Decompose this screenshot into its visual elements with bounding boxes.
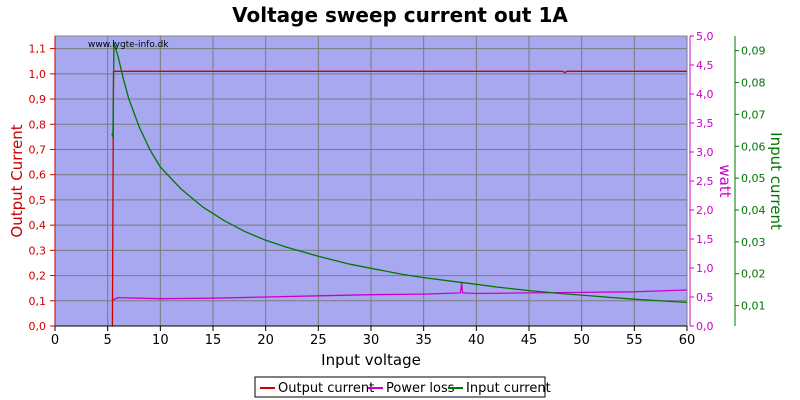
x-tick-label: 15 — [205, 333, 222, 348]
right1-tick-label: 3,5 — [696, 117, 714, 130]
right2-tick-label: 0,08 — [741, 77, 766, 90]
right1-tick-label: 0,5 — [696, 291, 714, 304]
right2-tick-label: 0,09 — [741, 45, 766, 58]
x-tick-label: 20 — [257, 333, 274, 348]
x-tick-label: 50 — [573, 333, 590, 348]
right1-tick-label: 3,0 — [696, 146, 714, 159]
series-group — [111, 42, 688, 327]
legend: Output current Power loss Input current — [254, 376, 551, 398]
left-tick-label: 0,4 — [29, 219, 47, 232]
right2-tick-label: 0,03 — [741, 236, 766, 249]
left-tick-label: 0,9 — [29, 93, 47, 106]
x-tick-label: 60 — [679, 333, 696, 348]
x-tick-label: 30 — [363, 333, 380, 348]
left-tick-label: 0,0 — [29, 320, 47, 333]
x-tick-label: 40 — [468, 333, 485, 348]
right1-tick-label: 5,0 — [696, 30, 714, 43]
series-input-current — [111, 42, 688, 304]
legend-label-power-loss: Power loss — [386, 381, 455, 396]
right1-tick-label: 4,5 — [696, 59, 714, 72]
left-axis-title: Output Current — [8, 124, 26, 237]
right2-tick-label: 0,04 — [741, 204, 766, 217]
x-tick-label: 5 — [104, 333, 112, 348]
watermark: www.lygte-info.dk — [88, 40, 169, 50]
legend-box — [254, 376, 546, 398]
legend-label-input-current: Input current — [466, 381, 551, 396]
left-tick-label: 0,2 — [29, 270, 47, 283]
left-tick-label: 0,8 — [29, 118, 47, 131]
right2-tick-label: 0,07 — [741, 108, 766, 121]
right2-tick-label: 0,06 — [741, 140, 766, 153]
x-tick-label: 25 — [310, 333, 327, 348]
right2-tick-label: 0,02 — [741, 268, 766, 281]
right1-tick-label: 0,0 — [696, 320, 714, 333]
chart-title: Voltage sweep current out 1A — [232, 3, 568, 27]
right2-tick-label: 0,05 — [741, 172, 766, 185]
left-tick-label: 1,0 — [29, 68, 47, 81]
left-tick-label: 0,7 — [29, 143, 47, 156]
x-tick-label: 0 — [51, 333, 59, 348]
right1-tick-label: 4,0 — [696, 88, 714, 101]
right1-tick-label: 2,0 — [696, 204, 714, 217]
right2-axis-title: Input current — [767, 132, 785, 230]
right1-axis-title: watt — [716, 164, 734, 197]
left-tick-label: 0,3 — [29, 244, 47, 257]
legend-label-output-current: Output current — [278, 381, 374, 396]
x-tick-label: 55 — [626, 333, 643, 348]
left-tick-label: 0,6 — [29, 169, 47, 182]
right2-tick-label: 0,01 — [741, 300, 766, 313]
x-tick-label: 35 — [415, 333, 432, 348]
left-tick-label: 1,1 — [29, 43, 47, 56]
x-axis-title: Input voltage — [321, 351, 421, 369]
left-tick-label: 0,5 — [29, 194, 47, 207]
x-tick-label: 10 — [152, 333, 169, 348]
axes-group: 0 5 10 15 20 25 30 35 40 45 50 55 600,00,10,20,30,40… — [29, 30, 766, 348]
right1-tick-label: 1,0 — [696, 262, 714, 275]
right1-tick-label: 1,5 — [696, 233, 714, 246]
x-tick-label: 45 — [521, 333, 538, 348]
right1-tick-label: 2,5 — [696, 175, 714, 188]
left-tick-label: 0,1 — [29, 295, 47, 308]
